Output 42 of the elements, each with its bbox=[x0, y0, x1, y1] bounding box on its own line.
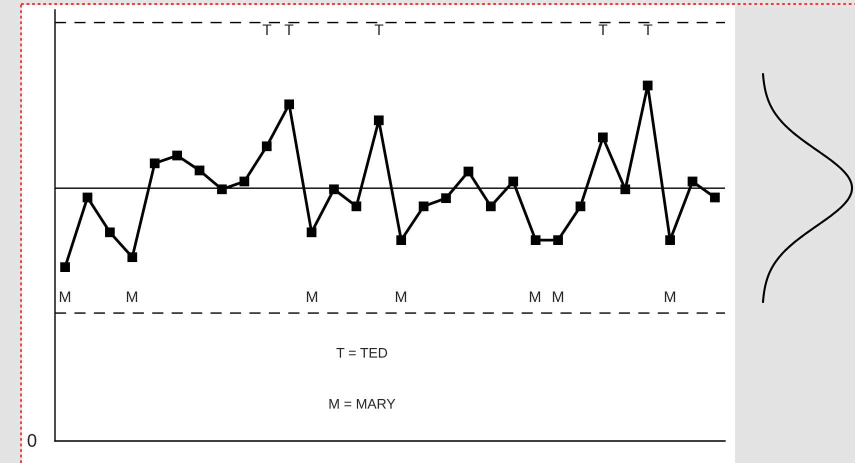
annotation: M bbox=[306, 291, 318, 302]
point bbox=[105, 227, 115, 238]
point bbox=[710, 192, 720, 202]
point bbox=[598, 132, 608, 142]
point bbox=[553, 235, 563, 245]
annotation: M = MARY bbox=[330, 399, 396, 409]
point bbox=[530, 235, 541, 245]
annotation: M bbox=[530, 291, 540, 302]
point bbox=[441, 193, 451, 204]
point bbox=[284, 99, 294, 110]
text: T bbox=[644, 24, 652, 35]
annotation: T = TED bbox=[336, 348, 388, 358]
point bbox=[418, 201, 428, 212]
text: T bbox=[284, 24, 294, 35]
point bbox=[374, 115, 384, 126]
point bbox=[239, 176, 250, 186]
point bbox=[352, 201, 362, 212]
point bbox=[508, 176, 518, 186]
point bbox=[150, 158, 160, 168]
annotation: M bbox=[664, 291, 676, 302]
point bbox=[127, 252, 138, 262]
point bbox=[486, 201, 496, 212]
annotation: M bbox=[552, 291, 564, 302]
annotation: M bbox=[396, 291, 406, 302]
point bbox=[642, 80, 653, 90]
point bbox=[576, 201, 586, 212]
point bbox=[194, 166, 204, 176]
annotation: M bbox=[126, 291, 138, 302]
point bbox=[665, 235, 675, 245]
point bbox=[396, 235, 406, 245]
text: T bbox=[374, 24, 384, 35]
point bbox=[60, 262, 70, 272]
point bbox=[82, 192, 92, 202]
text: 0 bbox=[28, 434, 36, 447]
annotation: M bbox=[60, 291, 70, 302]
text: T bbox=[262, 24, 272, 35]
point bbox=[262, 141, 272, 152]
point bbox=[464, 166, 474, 176]
point bbox=[688, 176, 698, 186]
point bbox=[306, 227, 316, 238]
text: T bbox=[598, 24, 608, 35]
point bbox=[172, 150, 182, 160]
